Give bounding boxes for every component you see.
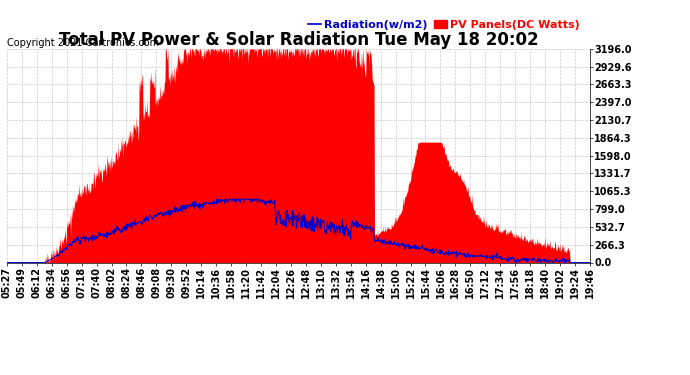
Text: Copyright 2021 Cartronics.com: Copyright 2021 Cartronics.com: [7, 38, 159, 48]
Title: Total PV Power & Solar Radiation Tue May 18 20:02: Total PV Power & Solar Radiation Tue May…: [59, 31, 538, 49]
Legend: Radiation(w/m2), PV Panels(DC Watts): Radiation(w/m2), PV Panels(DC Watts): [304, 16, 584, 35]
